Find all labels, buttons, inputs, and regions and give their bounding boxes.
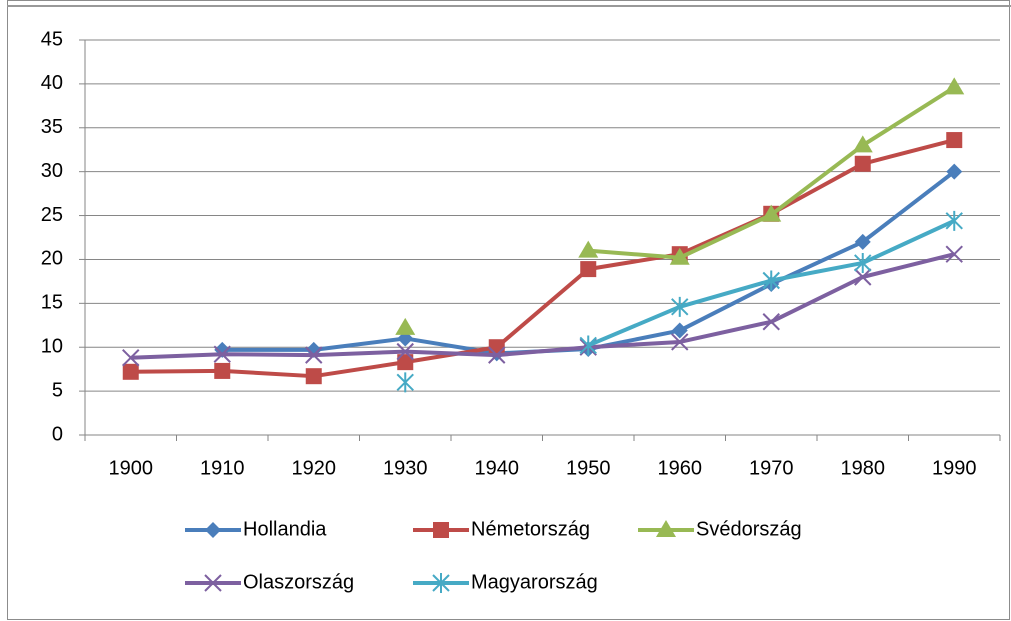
marker xyxy=(656,520,676,537)
marker xyxy=(488,346,506,364)
chart-frame xyxy=(7,0,1010,620)
marker xyxy=(395,317,416,335)
marker xyxy=(761,204,782,222)
y-tick-label: 25 xyxy=(41,204,63,226)
legend-label: Magyarország xyxy=(471,571,598,593)
marker xyxy=(854,233,871,250)
marker xyxy=(205,522,221,538)
marker xyxy=(396,342,414,361)
y-tick-label: 5 xyxy=(52,379,63,401)
marker xyxy=(122,349,140,367)
y-tick-label: 0 xyxy=(52,423,63,445)
legend-label: Németország xyxy=(471,518,590,540)
marker xyxy=(854,268,872,286)
legend-label: Svédország xyxy=(696,518,802,540)
marker xyxy=(946,132,963,149)
marker xyxy=(396,372,414,393)
y-tick-label: 20 xyxy=(41,248,63,270)
marker xyxy=(671,296,689,317)
x-tick-label: 1940 xyxy=(475,457,520,479)
x-tick-label: 1990 xyxy=(932,457,977,479)
marker xyxy=(214,362,231,379)
x-tick-label: 1930 xyxy=(383,457,428,479)
marker xyxy=(305,346,323,364)
series-line xyxy=(130,252,955,360)
marker xyxy=(671,322,688,339)
y-tick-label: 15 xyxy=(41,292,63,314)
x-tick-label: 1910 xyxy=(200,457,245,479)
marker xyxy=(945,210,963,231)
marker xyxy=(432,573,450,593)
marker xyxy=(762,313,780,331)
marker xyxy=(433,522,449,538)
marker xyxy=(122,363,139,380)
x-tick-label: 1980 xyxy=(841,457,886,479)
legend-label: Olaszország xyxy=(243,571,354,593)
y-tick-label: 40 xyxy=(41,72,63,94)
x-tick-label: 1970 xyxy=(749,457,794,479)
marker xyxy=(946,163,963,180)
marker xyxy=(580,261,597,278)
marker xyxy=(397,354,414,371)
marker xyxy=(204,574,222,592)
marker xyxy=(944,77,965,95)
marker xyxy=(945,245,963,263)
marker xyxy=(669,247,690,265)
marker xyxy=(852,135,873,153)
x-tick-label: 1920 xyxy=(292,457,337,479)
marker xyxy=(213,345,231,363)
marker xyxy=(305,368,322,385)
x-tick-label: 1900 xyxy=(109,457,154,479)
marker xyxy=(854,252,872,273)
series-line xyxy=(130,138,955,379)
marker xyxy=(762,270,780,291)
marker xyxy=(578,240,599,258)
x-tick-label: 1960 xyxy=(658,457,703,479)
y-tick-label: 10 xyxy=(41,336,63,358)
x-tick-label: 1950 xyxy=(566,457,611,479)
legend-label: Hollandia xyxy=(243,518,327,540)
marker xyxy=(579,335,597,356)
y-tick-label: 35 xyxy=(41,116,63,138)
y-tick-label: 30 xyxy=(41,160,63,182)
y-tick-label: 45 xyxy=(41,28,63,50)
marker xyxy=(854,155,871,172)
marker xyxy=(671,333,689,351)
